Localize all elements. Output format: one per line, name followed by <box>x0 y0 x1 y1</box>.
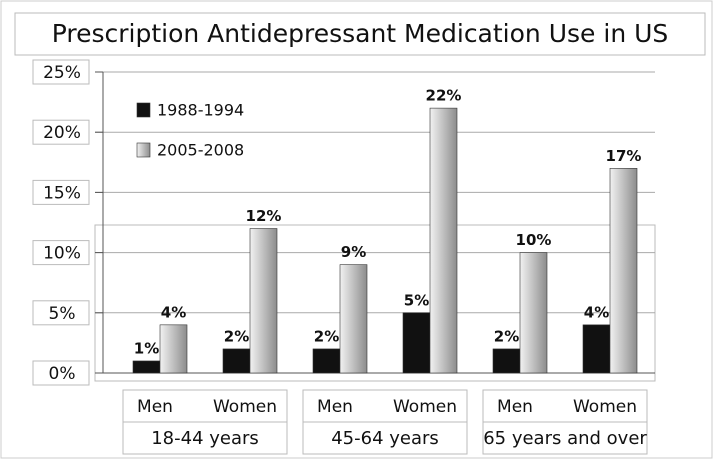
x-tick-label: Women <box>573 397 637 417</box>
bar <box>132 360 161 374</box>
bar <box>582 324 611 374</box>
group-label: 18-44 years <box>151 428 259 449</box>
bar <box>519 252 548 374</box>
group-label: 65 years and over <box>483 428 647 449</box>
x-tick-label: Women <box>393 397 457 417</box>
value-label: 4% <box>584 303 609 321</box>
y-tick-box <box>32 300 90 326</box>
y-tick-label: 10% <box>43 244 81 264</box>
value-label: 10% <box>516 231 552 249</box>
bar <box>429 107 458 374</box>
y-tick-box <box>32 179 90 205</box>
legend-swatch <box>136 102 151 118</box>
bar <box>312 348 341 374</box>
y-tick-label: 0% <box>49 364 76 384</box>
value-label: 22% <box>426 87 462 105</box>
group-box <box>122 421 288 455</box>
bar <box>402 312 431 374</box>
bar <box>339 264 368 374</box>
category-box <box>122 389 288 423</box>
y-tick-box <box>32 59 90 85</box>
bar <box>159 324 188 374</box>
group-box <box>302 421 468 455</box>
bar <box>609 168 638 374</box>
group-label: 45-64 years <box>331 428 439 449</box>
y-tick-box <box>32 119 90 145</box>
value-label: 9% <box>341 243 366 261</box>
x-tick-label: Women <box>213 397 277 417</box>
y-tick-label: 5% <box>49 304 76 324</box>
value-label: 12% <box>246 207 282 225</box>
value-label: 1% <box>134 339 159 357</box>
bar <box>492 348 521 374</box>
x-tick-label: Men <box>317 397 353 417</box>
category-box <box>302 389 468 423</box>
x-tick-label: Men <box>137 397 173 417</box>
legend-label: 2005-2008 <box>157 141 244 160</box>
x-tick-label: Men <box>497 397 533 417</box>
legend-swatch <box>136 142 151 158</box>
value-label: 2% <box>224 327 249 345</box>
value-label: 2% <box>314 327 339 345</box>
group-box <box>482 421 648 455</box>
bar <box>222 348 251 374</box>
value-label: 2% <box>494 327 519 345</box>
bar <box>249 228 278 374</box>
chart-title: Prescription Antidepressant Medication U… <box>52 19 669 48</box>
legend-label: 1988-1994 <box>157 101 244 120</box>
value-label: 4% <box>161 303 186 321</box>
plot-area <box>94 224 656 382</box>
title-box <box>14 12 706 56</box>
category-box <box>482 389 648 423</box>
y-tick-box <box>32 240 90 266</box>
y-tick-label: 15% <box>43 183 81 203</box>
y-tick-label: 25% <box>43 63 81 83</box>
value-label: 17% <box>606 147 642 165</box>
y-tick-label: 20% <box>43 123 81 143</box>
y-tick-box <box>32 360 90 386</box>
value-label: 5% <box>404 291 429 309</box>
